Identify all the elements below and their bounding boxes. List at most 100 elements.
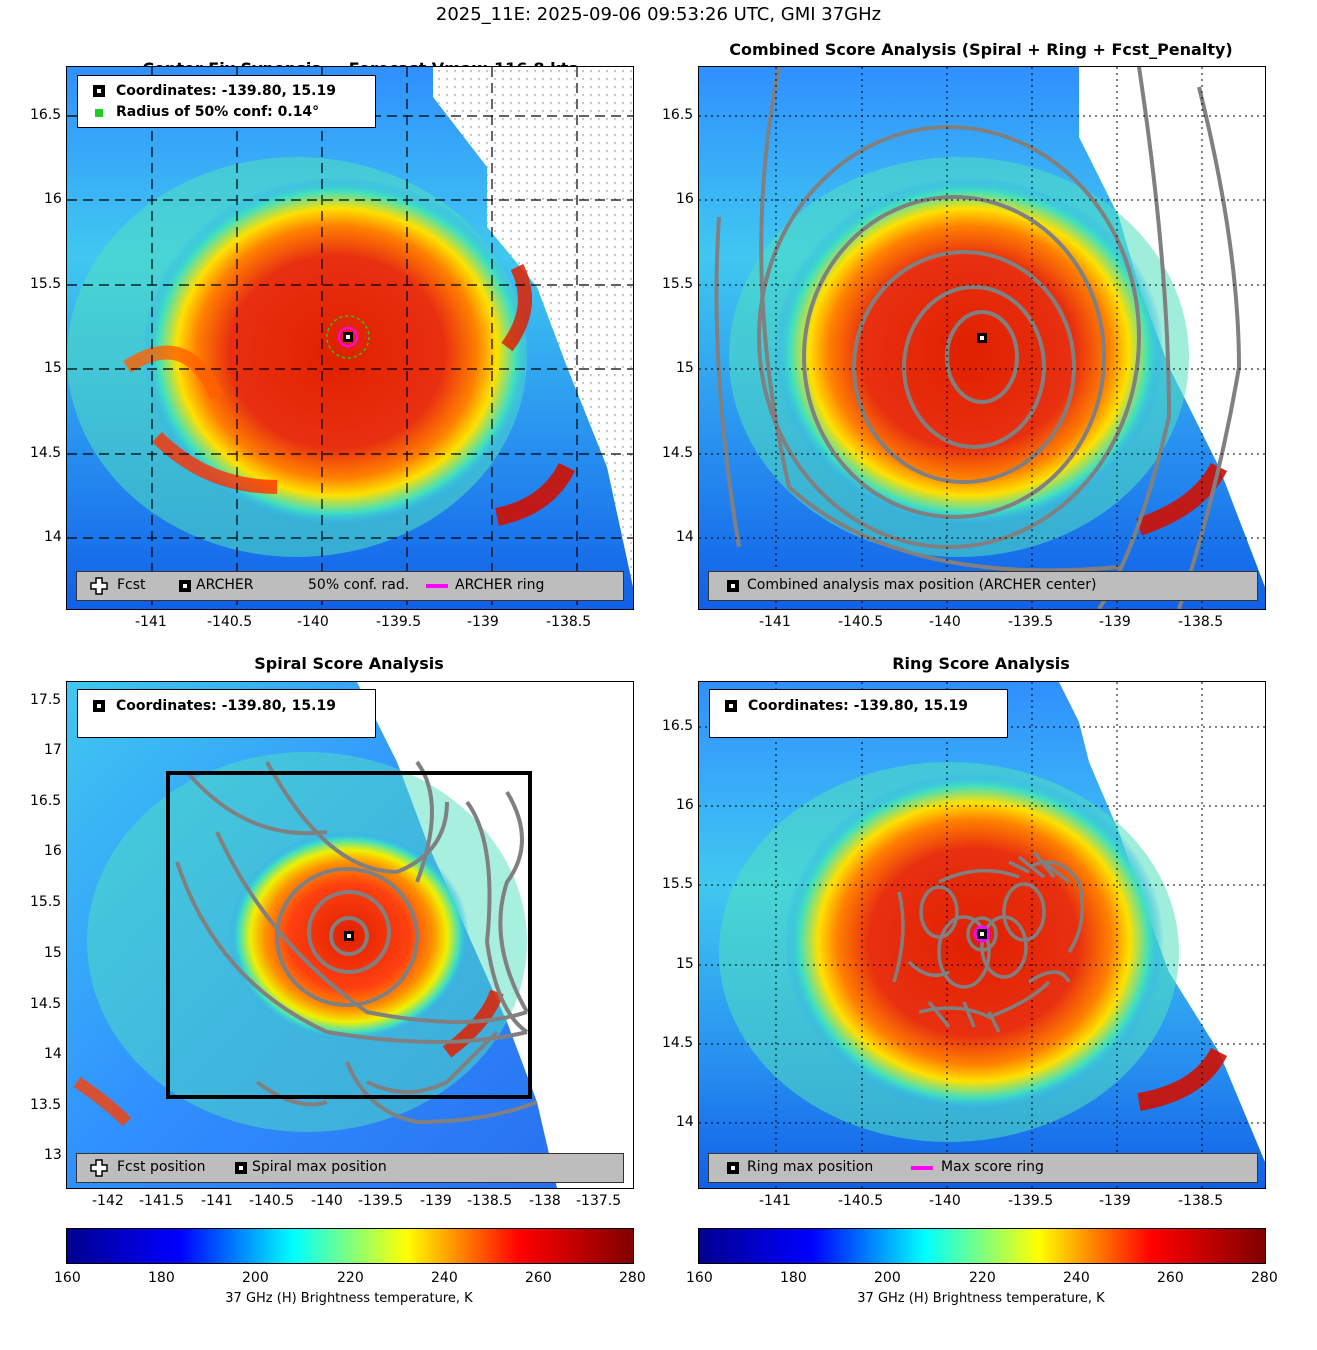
spi-ytick: 16.5 — [30, 793, 62, 809]
cbar-left-tick: 200 — [242, 1270, 269, 1286]
synopsis-nodata-dots — [433, 67, 633, 587]
ring-center-marker-dot — [980, 932, 984, 936]
rng-xtick: -140 — [929, 1193, 961, 1209]
legend-spiral-max: Spiral max position — [252, 1159, 387, 1175]
syn-ytick: 16.5 — [30, 107, 62, 123]
rng-ytick: 15 — [676, 956, 694, 972]
spi-ytick: 14 — [44, 1046, 62, 1062]
cmb-ytick: 16 — [676, 191, 694, 207]
legend-max-score-ring: Max score ring — [941, 1159, 1044, 1175]
spi-xtick: -140 — [311, 1193, 343, 1209]
spiral-rainband-sw — [73, 1077, 132, 1127]
ring-rainband-se — [1137, 1047, 1228, 1111]
legend-conf-rad: 50% conf. rad. — [308, 577, 410, 593]
spi-xtick: -140.5 — [249, 1193, 295, 1209]
ring-legend: Ring max position Max score ring — [708, 1153, 1258, 1183]
spi-xtick: -139 — [420, 1193, 452, 1209]
cbar-right-tick: 200 — [874, 1270, 901, 1286]
cmb-ytick: 14 — [676, 529, 694, 545]
synopsis-archer-ring — [338, 327, 358, 347]
spi-ytick: 17 — [44, 742, 62, 758]
colorbar-left-label: 37 GHz (H) Brightness temperature, K — [225, 1291, 473, 1306]
ring-coordinates: Coordinates: -139.80, 15.19 — [748, 698, 968, 714]
cbar-left-tick: 240 — [431, 1270, 458, 1286]
combined-map-svg — [699, 67, 1265, 609]
colorbar-right-label: 37 GHz (H) Brightness temperature, K — [857, 1291, 1105, 1306]
conf-dot-icon — [95, 109, 103, 117]
rng-xtick: -138.5 — [1178, 1193, 1224, 1209]
cmb-xtick: -141 — [759, 614, 791, 630]
spiral-coordinates: Coordinates: -139.80, 15.19 — [116, 698, 336, 714]
cbar-right-tick: 280 — [1251, 1270, 1278, 1286]
syn-xtick: -139.5 — [376, 614, 422, 630]
ring-max-score-ring — [973, 925, 991, 943]
syn-xtick: -138.5 — [546, 614, 592, 630]
max-score-ring-line-icon — [911, 1166, 933, 1170]
fcst-cross-icon — [90, 1159, 108, 1177]
rng-ytick: 16 — [676, 797, 694, 813]
rng-xtick: -141 — [759, 1193, 791, 1209]
spiral-legend: Fcst position Spiral max position — [76, 1153, 624, 1183]
spiral-max-marker-icon — [235, 1162, 247, 1174]
colorbar-right — [698, 1228, 1266, 1264]
combined-plot-area: Combined analysis max position (ARCHER c… — [698, 66, 1266, 610]
synopsis-rainband-se — [495, 462, 576, 526]
spi-ytick: 14.5 — [30, 996, 62, 1012]
center-marker-icon — [93, 85, 105, 97]
cmb-xtick: -139 — [1099, 614, 1131, 630]
cbar-right-tick: 260 — [1157, 1270, 1184, 1286]
ring-title: Ring Score Analysis — [892, 654, 1070, 673]
spi-xtick: -138.5 — [467, 1193, 513, 1209]
ring-max-marker-icon — [727, 1162, 739, 1174]
syn-ytick: 15 — [44, 360, 62, 376]
ring-plot-area: Coordinates: -139.80, 15.19 Ring max pos… — [698, 681, 1266, 1189]
spi-ytick: 17.5 — [30, 692, 62, 708]
colorbar-left — [66, 1228, 634, 1264]
combined-gridlines — [699, 67, 1265, 609]
cmb-xtick: -139.5 — [1008, 614, 1054, 630]
archer-marker-icon — [179, 580, 191, 592]
synopsis-info-box: Coordinates: -139.80, 15.19 Radius of 50… — [77, 75, 376, 128]
cmb-ytick: 15 — [676, 360, 694, 376]
syn-xtick: -140.5 — [207, 614, 253, 630]
rng-xtick: -139.5 — [1008, 1193, 1054, 1209]
cmb-xtick: -140 — [929, 614, 961, 630]
syn-xtick: -140 — [297, 614, 329, 630]
cmb-xtick: -140.5 — [838, 614, 884, 630]
synopsis-rainband-e — [501, 263, 532, 352]
archer-ring-line-icon — [426, 584, 448, 588]
ring-gridlines — [699, 682, 1265, 1188]
spi-ytick: 16 — [44, 843, 62, 859]
syn-ytick: 16 — [44, 191, 62, 207]
cbar-right-tick: 180 — [780, 1270, 807, 1286]
spiral-center-marker-dot — [347, 934, 351, 938]
legend-combined-max: Combined analysis max position (ARCHER c… — [747, 577, 1097, 593]
spiral-title: Spiral Score Analysis — [254, 654, 444, 673]
syn-ytick: 14 — [44, 529, 62, 545]
legend-fcst-position: Fcst position — [117, 1159, 206, 1175]
spiral-map-svg — [67, 682, 557, 1188]
synopsis-legend: Fcst ARCHER 50% conf. rad. ARCHER ring — [76, 571, 624, 601]
center-marker-icon — [93, 700, 105, 712]
cbar-right-tick: 160 — [686, 1270, 713, 1286]
fcst-cross-icon — [90, 577, 108, 595]
ring-contours — [892, 850, 1085, 1033]
legend-archer: ARCHER — [196, 577, 254, 593]
rng-xtick: -140.5 — [838, 1193, 884, 1209]
cbar-left-tick: 260 — [525, 1270, 552, 1286]
spi-xtick: -138 — [529, 1193, 561, 1209]
spi-xtick: -141 — [201, 1193, 233, 1209]
spiral-info-box: Coordinates: -139.80, 15.19 — [77, 689, 376, 738]
combined-center-marker-dot — [980, 336, 984, 340]
ring-storm-core — [784, 772, 1164, 1112]
synopsis-plot-area: Coordinates: -139.80, 15.19 Radius of 50… — [66, 66, 634, 610]
cbar-left-tick: 160 — [54, 1270, 81, 1286]
combined-legend: Combined analysis max position (ARCHER c… — [708, 571, 1258, 601]
rng-ytick: 14 — [676, 1114, 694, 1130]
rng-ytick: 16.5 — [662, 718, 694, 734]
spi-ytick: 13 — [44, 1147, 62, 1163]
synopsis-gridlines — [67, 67, 633, 609]
spiral-contours — [175, 760, 538, 1125]
syn-ytick: 15.5 — [30, 276, 62, 292]
combined-storm-core — [774, 177, 1164, 527]
